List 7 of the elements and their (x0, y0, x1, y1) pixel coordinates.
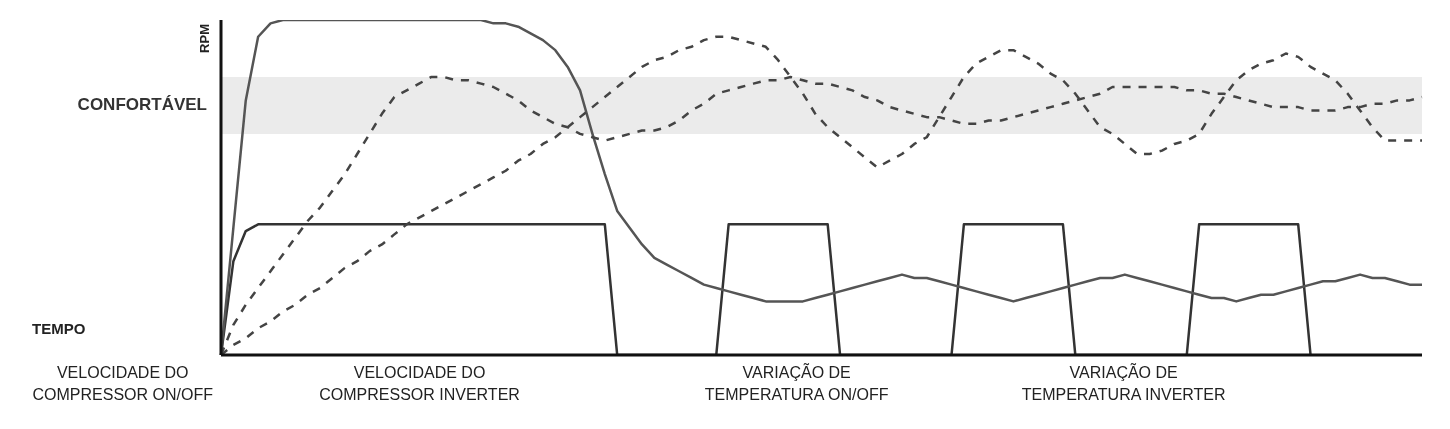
text: VARIAÇÃO DE TEMPERATURA INVERTER (1020, 362, 1227, 405)
text: TEMPO (32, 320, 86, 337)
band-label: CONFORTÁVEL (77, 94, 207, 114)
text: VELOCIDADE DO COMPRESSOR ON/OFF (31, 363, 214, 405)
text: VELOCIDADE DO COMPRESSOR INVERTER (318, 363, 521, 405)
y-axis-title: RPM (197, 24, 212, 53)
text: VARIAÇÃO DE TEMPERATURA ON/OFF (703, 362, 890, 405)
